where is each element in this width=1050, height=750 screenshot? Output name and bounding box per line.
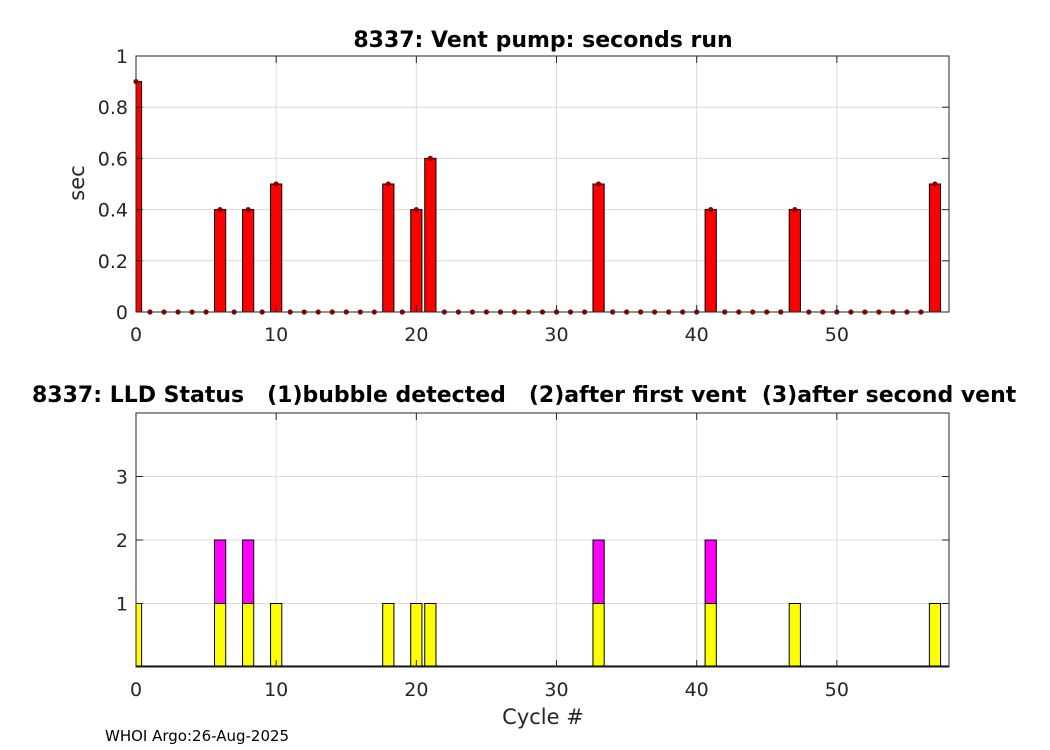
lld-bar-8-level2 [242, 539, 255, 604]
lld-xtick-label-4: 40 [685, 679, 709, 701]
vent-ytick-label-2: 0.4 [98, 200, 128, 222]
vent-bar-57 [928, 183, 942, 313]
vent-marker-21 [427, 155, 433, 161]
vent-marker-8 [245, 207, 251, 213]
lld-bar-21-level1 [424, 603, 437, 668]
vent-marker-47 [792, 207, 798, 213]
vent-xtick-label-2: 20 [404, 324, 428, 346]
vent-bar-21 [424, 157, 437, 313]
vent-marker-6 [217, 207, 223, 213]
vent-bar-10 [270, 183, 283, 313]
lld-xtick-label-5: 50 [825, 679, 849, 701]
vent-marker-57 [932, 181, 938, 187]
lld-bar-0-level1 [135, 603, 143, 668]
vent-bar-18 [382, 183, 395, 313]
vent-xtick-label-4: 40 [685, 324, 709, 346]
lld-bar-10-level1 [270, 603, 283, 668]
vent-marker-18 [385, 181, 391, 187]
vent-marker-10 [273, 181, 279, 187]
vent-plot-frame [135, 55, 950, 313]
vent-ytick-label-5: 1 [116, 46, 128, 68]
vent-xtick-label-0: 0 [130, 324, 142, 346]
vent-pump-ylabel: sec [65, 165, 89, 200]
vent-marker-33 [595, 181, 602, 187]
lld-bar-33-level1 [592, 603, 605, 668]
footer-stamp: WHOI Argo:26-Aug-2025 [105, 727, 289, 745]
lld-bar-41-level2 [704, 539, 717, 604]
lld-status-title: 8337: LLD Status (1)bubble detected (2)a… [32, 383, 1017, 408]
vent-ytick-label-3: 0.6 [98, 148, 128, 170]
vent-bar-47 [788, 209, 801, 313]
lld-bar-6-level1 [213, 603, 227, 668]
lld-ytick-label-1: 2 [116, 530, 128, 552]
vent-ytick-label-1: 0.2 [98, 251, 128, 273]
vent-marker-20 [413, 207, 419, 213]
vent-xtick-label-1: 10 [264, 324, 288, 346]
lld-bar-33-level2 [592, 539, 605, 604]
vent-bar-0 [135, 81, 143, 313]
vent-bar-20 [410, 209, 423, 313]
lld-bar-20-level1 [410, 603, 423, 668]
lld-xtick-label-2: 20 [404, 679, 428, 701]
vent-marker-41 [708, 207, 714, 213]
lld-status-xlabel: Cycle # [502, 705, 584, 729]
vent-bar-6 [213, 209, 227, 313]
lld-bar-8-level1 [242, 603, 255, 668]
lld-xtick-label-3: 30 [544, 679, 568, 701]
vent-xtick-label-5: 50 [825, 324, 849, 346]
lld-bar-47-level1 [788, 603, 801, 668]
lld-bar-41-level1 [704, 603, 717, 668]
lld-ytick-label-0: 1 [116, 594, 128, 616]
vent-pump-chart: 8337: Vent pump: seconds run sec 0 10 20 30… [65, 28, 950, 346]
lld-xtick-label-0: 0 [130, 679, 142, 701]
vent-bar-33 [592, 183, 605, 313]
vent-ytick-label-0: 0 [116, 302, 128, 324]
vent-xtick-label-3: 30 [544, 324, 568, 346]
vent-bar-8 [242, 209, 255, 313]
lld-xtick-label-1: 10 [264, 679, 288, 701]
vent-ytick-label-4: 0.8 [98, 97, 128, 119]
lld-status-chart: 8337: LLD Status (1)bubble detected (2)a… [32, 383, 1017, 729]
vent-pump-title: 8337: Vent pump: seconds run [353, 28, 732, 53]
lld-ytick-label-2: 3 [116, 467, 128, 489]
lld-bar-18-level1 [382, 603, 395, 668]
vent-bar-41 [704, 209, 717, 313]
lld-bar-57-level1 [928, 603, 942, 668]
lld-bar-6-level2 [213, 539, 227, 604]
